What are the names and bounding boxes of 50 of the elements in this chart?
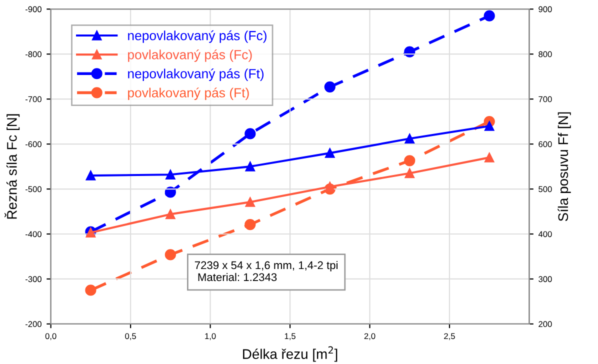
y-tick-label: -900: [25, 6, 42, 12]
y-tick-label: -400: [25, 231, 42, 238]
point: [404, 134, 414, 144]
legend-label: povlakovaný pás (Ft): [128, 88, 249, 100]
point: [324, 81, 336, 92]
point: [245, 197, 256, 207]
point: [164, 249, 176, 260]
point: [325, 148, 335, 158]
y2-tick-label: 300: [538, 276, 552, 282]
point: [404, 155, 416, 166]
y-tick-label: -600: [25, 141, 42, 148]
point: [244, 128, 256, 140]
point: [85, 284, 96, 296]
y2-tick-label: 700: [538, 96, 552, 102]
point: [166, 209, 176, 220]
y-axis-title: Řezná síla Fc [N]: [4, 114, 20, 219]
x-tick-label: 0,0: [45, 333, 56, 340]
point: [245, 162, 256, 172]
legend-label: povlakovaný pás (Fc): [128, 49, 252, 62]
legend-label: nepovlakovaný pás (Ft): [128, 68, 264, 81]
x-axis-title: Délka řezu [m$^{2}$]: [243, 346, 338, 362]
y-tick-label: -300: [25, 276, 42, 282]
annotation: 7239 x 54 x 1,6 mm, 1,4-2 tpi Material: 1.2343: [194, 260, 338, 282]
y2-tick-label: 900: [538, 6, 552, 12]
y2-tick-label: 800: [538, 51, 552, 58]
point: [484, 10, 495, 22]
point: [484, 121, 494, 131]
point: [404, 168, 414, 178]
y-tick-label: -800: [25, 51, 42, 58]
y2-tick-label: 500: [538, 186, 552, 192]
y2-axis-title: Síla posuvu Ff [N]: [558, 112, 571, 222]
y-tick-label: -500: [25, 186, 42, 192]
y-tick-label: -700: [25, 96, 42, 102]
x-tick-label: 2,0: [364, 333, 376, 340]
legend-label: nepovlakovaný pás (Fc): [128, 30, 266, 43]
y2-tick-label: 600: [538, 141, 552, 148]
y-tick-label: -200: [25, 321, 42, 328]
point: [484, 152, 494, 162]
x-tick-label: 1,0: [205, 333, 216, 340]
point: [325, 182, 335, 192]
point: [166, 170, 176, 180]
x-tick-label: 1,5: [284, 333, 296, 340]
y2-tick-label: 200: [538, 321, 552, 328]
point: [86, 170, 96, 180]
point: [404, 46, 416, 58]
x-tick-label: 0,5: [125, 333, 136, 340]
point: [164, 186, 176, 198]
point: [244, 219, 256, 230]
y2-tick-label: 400: [538, 231, 552, 238]
x-tick-label: 2,5: [444, 333, 455, 340]
